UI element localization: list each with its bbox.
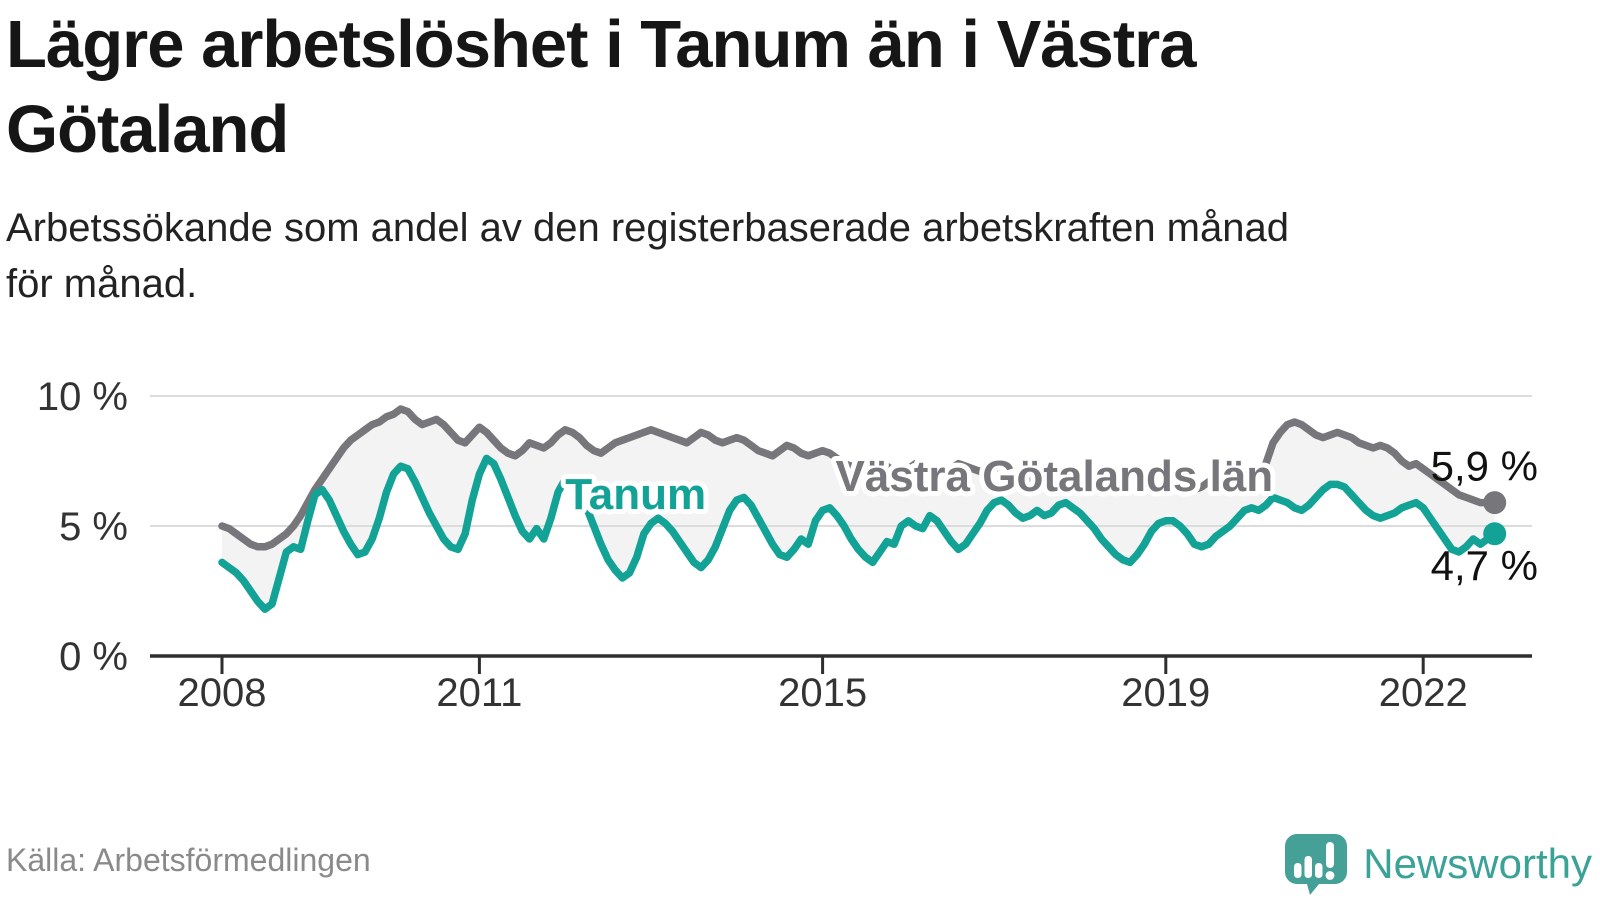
y-axis-label-10: 10 % xyxy=(37,375,128,419)
page-subtitle-line1: Arbetssökande som andel av den registerb… xyxy=(6,206,1289,250)
x-axis-label-2008: 2008 xyxy=(178,671,267,710)
source-credit: Källa: Arbetsförmedlingen xyxy=(6,842,371,878)
end-dot-tanum xyxy=(1483,522,1507,546)
logo-bar-2 xyxy=(1304,856,1313,878)
logo-bar-3 xyxy=(1315,863,1323,878)
x-axis-label-2022: 2022 xyxy=(1379,671,1468,710)
end-value-label-tanum: 4,7 % xyxy=(1431,542,1538,589)
newsworthy-logo-icon xyxy=(1285,834,1348,895)
fill-between-series xyxy=(222,409,1495,610)
page-title-line2: Götaland xyxy=(6,92,289,167)
newsworthy-logo-text: Newsworthy xyxy=(1363,840,1592,887)
newsworthy-logo[interactable]: Newsworthy xyxy=(1283,832,1592,896)
page-title-line1: Lägre arbetslöshet i Tanum än i Västra xyxy=(6,7,1196,82)
x-axis-label-2015: 2015 xyxy=(778,671,867,710)
page-subtitle-line2: för månad. xyxy=(6,262,198,306)
y-axis-label-5: 5 % xyxy=(59,505,128,549)
page-subtitle: Arbetssökande som andel av den registerb… xyxy=(6,200,1566,312)
series-line-tanum xyxy=(218,454,1499,613)
logo-exclamation-stem xyxy=(1326,842,1335,868)
end-value-label-county: 5,9 % xyxy=(1431,443,1538,490)
x-axis-label-2019: 2019 xyxy=(1121,671,1210,710)
x-axis-label-2011: 2011 xyxy=(436,671,522,710)
series-line-county xyxy=(218,405,1499,551)
end-dot-county xyxy=(1483,491,1507,515)
series-label-tanum: Tanum xyxy=(565,470,706,519)
y-axis-label-0: 0 % xyxy=(59,635,128,679)
series-label-county: Västra Götalands län xyxy=(835,452,1273,501)
logo-exclamation-dot xyxy=(1325,871,1335,880)
unemployment-line-chart: 0 % 5 % 10 % 2008 2011 2015 2019 2022 5,9 % 4,7 %… xyxy=(37,375,1538,710)
logo-bar-1 xyxy=(1294,863,1302,878)
page-title: Lägre arbetslöshet i Tanum än i Västra G… xyxy=(6,2,1566,172)
